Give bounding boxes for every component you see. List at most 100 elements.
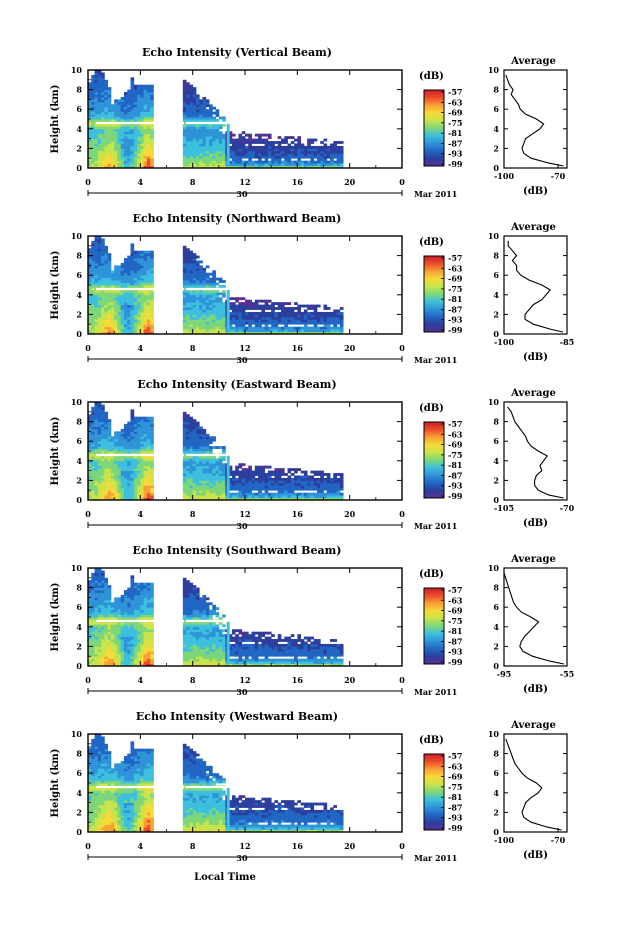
heatmap-cell [261,148,266,152]
heatmap-cell [209,141,213,144]
heatmap-cell [146,316,151,320]
heatmap-cell [130,248,135,252]
heatmap-cell [104,267,109,271]
heatmap-cell [123,458,128,462]
heatmap-cell [127,428,131,432]
heatmap-cell [303,160,308,164]
heatmap-cell [330,482,334,486]
heatmap-cell [238,477,243,481]
heatmap-cell [199,441,203,445]
heatmap-cell [146,492,151,496]
heatmap-cell [101,661,105,664]
heatmap-cell [133,485,138,489]
colorbar-tick-label: -57 [448,419,462,429]
heatmap-cell [238,465,243,469]
heatmap-cell [143,99,148,103]
profile-y-tick-label: 2 [493,475,499,485]
heatmap-cell [186,451,190,454]
heatmap-cell [261,160,266,164]
heatmap-cell [195,292,200,296]
heatmap-cell [117,104,122,108]
heatmap-cell [218,153,223,157]
heatmap-cell [205,104,210,108]
heatmap-cell [267,465,272,469]
heatmap-cell [91,297,95,301]
heatmap-cell [238,136,243,139]
heatmap-cell [101,267,105,271]
heatmap-cell [146,262,151,266]
heatmap-cell [123,492,128,496]
heatmap-cell [143,143,148,147]
heatmap-cell [133,270,138,274]
heatmap-cell [264,492,269,496]
heatmap-cell [186,277,190,281]
heatmap-cell [189,138,194,142]
heatmap-cell [101,602,105,606]
heatmap-cell [202,155,207,159]
heatmap-cell [209,458,213,462]
heatmap-cell [231,492,236,496]
heatmap-cell [130,331,135,335]
heatmap-cell [117,438,122,442]
heatmap-cell [182,138,187,142]
heatmap-cell [238,165,243,169]
heatmap-cell [245,304,249,308]
heatmap-cell [182,141,187,144]
heatmap-cell [199,297,203,301]
profile-x-tick-label: -70 [560,503,575,513]
heatmap-cell [238,155,243,159]
heatmap-cell [215,304,220,308]
heatmap-cell [104,661,109,664]
heatmap-cell [146,299,151,303]
heatmap-cell [320,331,324,335]
heatmap-cell [300,497,305,501]
heatmap-cell [218,455,223,459]
heatmap-cell [212,119,216,122]
heatmap-cell [209,292,213,296]
heatmap-cell [133,111,138,115]
heatmap-cell [117,119,122,122]
heatmap-cell [186,443,190,447]
heatmap-cell [137,468,141,471]
heatmap-cell [264,143,269,147]
heatmap-cell [120,262,125,266]
heatmap-cell [133,163,138,166]
heatmap-cell [94,294,99,298]
heatmap-cell [205,495,210,498]
heatmap-cell [150,292,154,296]
heatmap-cell [133,495,138,498]
heatmap-cell [91,639,95,642]
heatmap-cell [133,94,138,98]
heatmap-cell [150,482,154,486]
heatmap-cell [261,470,266,474]
heatmap-cell [114,150,118,154]
heatmap-cell [94,646,99,650]
heatmap-cell [101,475,105,479]
colorbar-tick-label: -99 [448,325,463,335]
heatmap-cell [127,299,131,303]
heatmap-cell [107,475,112,479]
heatmap-cell [271,321,275,325]
heatmap-cell [199,128,203,132]
heatmap-cell [339,495,344,498]
heatmap-cell [137,292,141,296]
heatmap-cell [261,329,266,332]
heatmap-cell [271,480,275,484]
heatmap-cell [186,160,190,164]
heatmap-cell [130,421,135,425]
heatmap-cell [140,94,144,98]
heatmap-cell [91,158,95,162]
heatmap-cell [189,497,194,501]
heatmap-cell [107,602,112,606]
heatmap-cell [205,490,210,494]
heatmap-cell [218,155,223,159]
heatmap-cell [205,119,210,122]
heatmap-cell [133,294,138,298]
heatmap-cell [280,163,285,166]
heatmap-cell [110,636,115,640]
heatmap-cell [146,416,151,420]
heatmap-cell [127,438,131,442]
heatmap-cell [104,470,109,474]
bright-band-gap [96,453,184,457]
heatmap-cell [123,451,128,454]
